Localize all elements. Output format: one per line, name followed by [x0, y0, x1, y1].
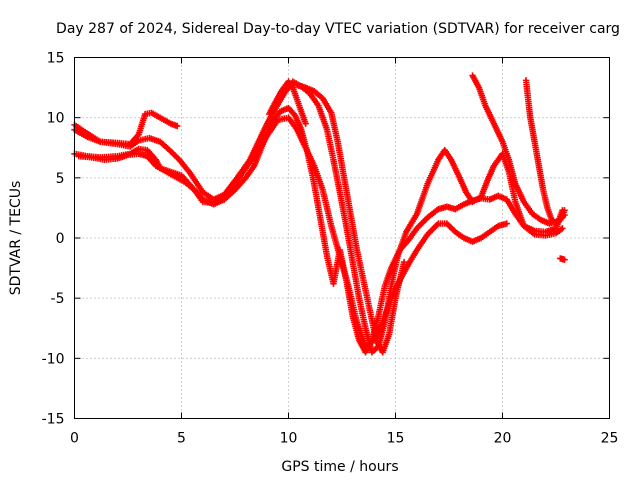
data-point — [174, 122, 181, 130]
y-tick-label: 15 — [47, 51, 65, 67]
plot-area — [71, 72, 568, 356]
x-tick-label: 5 — [177, 431, 186, 447]
x-tick-label: 0 — [70, 431, 79, 447]
y-tick-label: -5 — [51, 291, 65, 307]
data-point — [503, 220, 510, 227]
series-track-7 — [522, 77, 568, 227]
series-track-4 — [71, 109, 181, 148]
series-track-5 — [293, 81, 408, 356]
plot-frame — [74, 57, 610, 419]
axis-ticks: 0 5 10 15 20 25 -15 -10 -5 0 5 10 15 — [42, 51, 619, 447]
x-tick-label: 25 — [601, 431, 619, 447]
data-point — [559, 225, 566, 232]
x-tick-label: 10 — [280, 431, 298, 447]
series-track-9 — [557, 255, 568, 263]
data-point — [400, 258, 408, 266]
chart-title: Day 287 of 2024, Sidereal Day-to-day VTE… — [56, 21, 620, 37]
y-tick-label: -10 — [42, 351, 65, 367]
y-tick-label: 10 — [47, 111, 65, 127]
y-axis-label: SDTVAR / TECUs — [8, 181, 24, 296]
y-tick-label: -15 — [42, 412, 65, 428]
data-point — [561, 256, 568, 263]
y-tick-label: 0 — [56, 231, 65, 247]
x-tick-label: 15 — [387, 431, 405, 447]
x-axis-label: GPS time / hours — [281, 459, 398, 475]
series-track-8 — [266, 78, 309, 127]
x-tick-label: 20 — [494, 431, 512, 447]
data-point — [302, 120, 309, 127]
y-tick-label: 5 — [56, 171, 65, 187]
data-point — [561, 207, 568, 214]
